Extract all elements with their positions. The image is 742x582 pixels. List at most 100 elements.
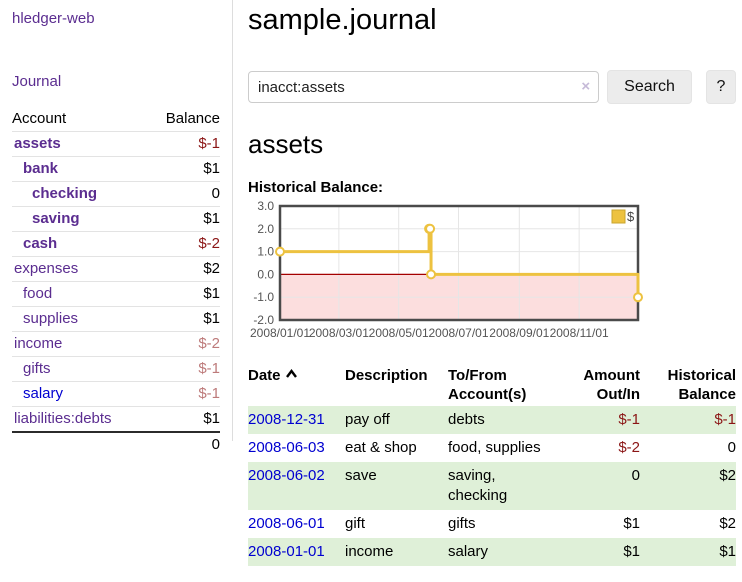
transaction-amount: $1	[623, 543, 640, 560]
account-link[interactable]: gifts	[23, 360, 51, 377]
account-link[interactable]: supplies	[23, 310, 79, 327]
svg-text:2008/03/01: 2008/03/01	[309, 326, 369, 340]
account-row: expenses $2	[12, 256, 220, 282]
transaction-amount: $-2	[618, 439, 640, 456]
help-button[interactable]: ?	[705, 70, 736, 104]
transaction-description: eat & shop	[345, 439, 417, 456]
brand-link[interactable]: hledger-web	[12, 10, 95, 27]
transaction-date-link[interactable]: 2008-06-01	[248, 515, 325, 532]
svg-text:1.0: 1.0	[257, 245, 274, 259]
transaction-date-link[interactable]: 2008-06-02	[248, 467, 325, 484]
transaction-description: gift	[345, 515, 366, 532]
account-link[interactable]: cash	[23, 235, 58, 252]
transaction-accounts: gifts	[448, 515, 476, 532]
svg-text:0.0: 0.0	[257, 267, 274, 281]
accounts-table-body: assets $-1 bank $1 checking 0 saving $1 cash $-2 e…	[12, 131, 220, 432]
register-header-description: Description	[345, 364, 448, 406]
account-row: cash $-2	[12, 231, 220, 257]
transaction-amount: $1	[623, 515, 640, 532]
register-header-amount-line2: Out/In	[596, 386, 640, 403]
accounts-header-balance: Balance	[165, 110, 220, 127]
register-row: 2008-06-02 save saving, checking 0 $2	[248, 462, 736, 510]
sort-ascending-icon	[285, 369, 297, 378]
transaction-date-link[interactable]: 2008-01-01	[248, 543, 325, 560]
register-row: 2008-01-01 income salary $1 $1	[248, 538, 736, 566]
accounts-table-header: Account Balance	[12, 107, 220, 132]
register-header-accounts-line2: Account(s)	[448, 386, 527, 403]
account-balance: $-1	[146, 356, 220, 382]
accounts-total-value: 0	[146, 431, 220, 457]
transaction-amount: $-1	[618, 411, 640, 428]
account-link[interactable]: bank	[23, 160, 59, 177]
account-link[interactable]: saving	[32, 210, 80, 227]
register-header-amount-line1: Amount	[583, 367, 640, 384]
account-row: food $1	[12, 281, 220, 307]
account-page-title: assets	[248, 129, 324, 159]
account-row: saving $1	[12, 206, 220, 232]
account-row: bank $1	[12, 156, 220, 182]
accounts-table: Account Balance assets $-1 bank $1 checking 0…	[12, 107, 220, 457]
account-row: liabilities:debts $1	[12, 406, 220, 432]
accounts-total-spacer	[12, 431, 147, 457]
account-balance: $1	[146, 406, 220, 432]
account-balance: $1	[146, 281, 220, 307]
transaction-description: income	[345, 543, 394, 560]
svg-text:2008/07/01: 2008/07/01	[428, 326, 488, 340]
account-link[interactable]: income	[14, 335, 63, 352]
search-button[interactable]: Search	[607, 70, 692, 104]
register-header-description-label: Description	[345, 367, 428, 384]
transaction-accounts: saving, checking	[448, 467, 508, 504]
register-header-amount: Amount Out/In	[576, 364, 640, 406]
register-table: Date Description To/From Account(s) Amou…	[248, 364, 736, 566]
chart-container: 3.0 2.0 1.0 0.0 -1.0 -2.0 2008/01/01 2008/03/01…	[248, 199, 736, 343]
clear-search-icon[interactable]: ×	[581, 78, 591, 95]
account-link[interactable]: expenses	[14, 260, 79, 277]
transaction-amount: 0	[631, 467, 640, 484]
account-balance: $-1	[146, 381, 220, 407]
account-row: checking 0	[12, 181, 220, 207]
search-input[interactable]	[248, 71, 600, 103]
account-row: salary $-1	[12, 381, 220, 407]
transaction-balance: $2	[719, 515, 736, 532]
register-header-date-label: Date	[248, 367, 281, 384]
transaction-accounts: food, supplies	[448, 439, 541, 456]
register-row: 2008-06-03 eat & shop food, supplies $-2 0	[248, 434, 736, 462]
account-balance: $1	[146, 156, 220, 182]
account-balance: $1	[146, 306, 220, 332]
accounts-header-account: Account	[12, 110, 67, 127]
transaction-description: pay off	[345, 411, 390, 428]
transaction-date-link[interactable]: 2008-06-03	[248, 439, 325, 456]
account-link[interactable]: checking	[32, 185, 98, 202]
transaction-balance: $1	[719, 543, 736, 560]
transaction-description: save	[345, 467, 377, 484]
register-row: 2008-12-31 pay off debts $-1 $-1	[248, 406, 736, 434]
search-form: × Search ?	[248, 70, 736, 104]
svg-text:2.0: 2.0	[257, 222, 274, 236]
account-link[interactable]: food	[23, 285, 53, 302]
account-balance: 0	[146, 181, 220, 207]
page-title: sample.journal	[248, 4, 437, 36]
svg-text:3.0: 3.0	[257, 199, 274, 213]
transaction-date-link[interactable]: 2008-12-31	[248, 411, 325, 428]
account-balance: $-2	[146, 331, 220, 357]
register-table-body: 2008-12-31 pay off debts $-1 $-1 2008-06-03 ea…	[248, 406, 736, 566]
sidebar-item-journal[interactable]: Journal	[12, 73, 62, 90]
account-link[interactable]: liabilities:debts	[14, 410, 112, 427]
register-header-balance-line2: Balance	[678, 386, 736, 403]
register-header-balance-line1: Historical	[667, 367, 736, 384]
register-header-date[interactable]: Date	[248, 364, 345, 406]
register-row: 2008-06-01 gift gifts $1 $2	[248, 510, 736, 538]
account-balance: $-2	[146, 231, 220, 257]
account-balance: $2	[146, 256, 220, 282]
transaction-balance: $2	[719, 467, 736, 484]
main-content: sample.journal × Search ? assets Histori…	[248, 0, 736, 566]
account-balance: $1	[146, 206, 220, 232]
account-link[interactable]: assets	[14, 135, 61, 152]
account-link[interactable]: salary	[23, 385, 64, 402]
svg-text:-1.0: -1.0	[253, 290, 274, 304]
transaction-accounts: debts	[448, 411, 485, 428]
search-input-wrap: ×	[248, 71, 600, 103]
svg-text:2008/05/01: 2008/05/01	[369, 326, 429, 340]
transaction-accounts: salary	[448, 543, 489, 560]
sidebar: hledger-web Journal Account Balance asse…	[0, 0, 233, 457]
